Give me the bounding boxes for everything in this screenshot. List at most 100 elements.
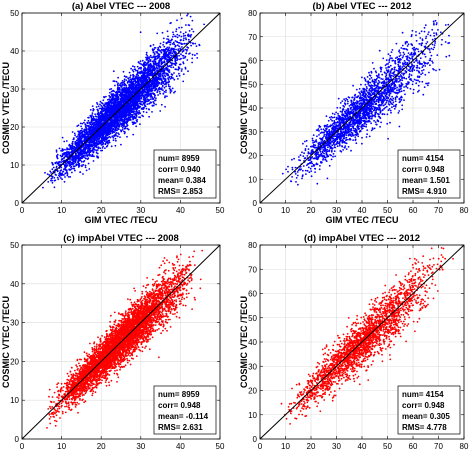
scatter-point xyxy=(103,120,105,122)
scatter-point xyxy=(137,111,139,114)
scatter-point xyxy=(174,40,177,42)
scatter-point xyxy=(84,128,87,131)
scatter-point xyxy=(166,46,169,49)
scatter-point xyxy=(84,138,87,141)
scatter-point xyxy=(115,116,118,118)
scatter-point xyxy=(132,74,135,77)
scatter-point xyxy=(119,91,121,93)
scatter-point xyxy=(114,91,117,94)
scatter-point xyxy=(61,148,64,150)
scatter-point xyxy=(138,81,140,84)
scatter-point xyxy=(145,51,148,54)
scatter-point xyxy=(118,133,120,136)
x-tick-label: 30 xyxy=(136,206,145,215)
scatter-point xyxy=(71,140,74,143)
scatter-point xyxy=(115,127,118,129)
scatter-point xyxy=(117,128,119,131)
scatter-point xyxy=(113,135,116,138)
scatter-point xyxy=(113,115,116,118)
scatter-point xyxy=(149,59,152,61)
scatter-point xyxy=(174,58,177,60)
scatter-point xyxy=(170,66,173,69)
scatter-point xyxy=(116,92,119,94)
scatter-point xyxy=(122,70,125,73)
scatter-point xyxy=(168,69,171,71)
scatter-point xyxy=(89,137,92,140)
stats-line: RMS= 2.853 xyxy=(158,187,203,196)
scatter-point xyxy=(147,86,149,89)
scatter-point xyxy=(154,83,157,85)
scatter-point xyxy=(55,165,58,168)
scatter-point xyxy=(97,105,100,108)
scatter-point xyxy=(54,173,57,176)
scatter-point xyxy=(164,80,167,82)
scatter-point xyxy=(101,102,104,105)
scatter-point xyxy=(166,69,169,72)
scatter-point xyxy=(164,72,167,74)
scatter-point xyxy=(182,3,184,5)
scatter-point xyxy=(114,97,117,100)
scatter-point xyxy=(151,48,154,51)
scatter-point xyxy=(194,54,196,57)
scatter-point xyxy=(107,111,109,113)
scatter-point xyxy=(98,141,101,144)
scatter-point xyxy=(141,100,144,103)
scatter-point xyxy=(126,82,129,84)
scatter-point xyxy=(157,53,160,56)
scatter-point xyxy=(165,42,168,45)
scatter-point xyxy=(139,102,142,105)
scatter-point xyxy=(97,109,99,112)
scatter-point xyxy=(140,79,143,82)
scatter-point xyxy=(164,96,166,99)
scatter-point xyxy=(70,168,73,170)
scatter-point xyxy=(144,86,146,88)
scatter-point xyxy=(74,152,77,155)
scatter-point xyxy=(185,42,188,45)
scatter-point xyxy=(97,126,100,129)
scatter-point xyxy=(75,136,78,138)
scatter-point xyxy=(173,62,176,65)
scatter-point xyxy=(115,125,117,127)
scatter-point xyxy=(178,67,181,70)
scatter-point xyxy=(89,143,91,145)
scatter-point xyxy=(159,42,162,45)
scatter-point xyxy=(135,107,138,109)
scatter-point xyxy=(144,64,146,67)
scatter-point xyxy=(157,69,159,71)
scatter-point xyxy=(102,131,105,134)
scatter-point xyxy=(168,85,170,88)
scatter-point xyxy=(133,66,136,68)
scatter-point xyxy=(106,113,109,116)
scatter-point xyxy=(114,101,117,104)
scatter-point xyxy=(120,101,123,103)
scatter-point xyxy=(168,56,171,58)
scatter-point xyxy=(182,39,185,42)
scatter-point xyxy=(82,155,85,158)
scatter-point xyxy=(100,141,103,144)
scatter-point xyxy=(157,94,160,96)
scatter-point xyxy=(72,150,75,153)
scatter-point xyxy=(195,45,198,47)
scatter-point xyxy=(109,88,111,91)
scatter-point xyxy=(87,162,90,165)
scatter-point xyxy=(113,90,115,93)
scatter-point xyxy=(131,108,134,110)
scatter-point xyxy=(68,143,71,146)
scatter-point xyxy=(132,133,135,136)
scatter-point xyxy=(128,80,131,83)
scatter-point xyxy=(81,152,84,155)
scatter-point xyxy=(149,70,152,73)
scatter-point xyxy=(182,50,185,52)
scatter-point xyxy=(123,78,126,81)
scatter-point xyxy=(160,70,163,73)
scatter-point xyxy=(132,84,135,86)
scatter-point xyxy=(108,133,111,136)
scatter-point xyxy=(175,68,178,71)
scatter-point xyxy=(128,95,131,98)
scatter-point xyxy=(189,41,192,44)
scatter-point xyxy=(102,99,105,102)
scatter-point xyxy=(91,105,94,107)
scatter-point xyxy=(153,59,156,62)
scatter-point xyxy=(83,152,86,155)
scatter-point xyxy=(56,176,59,179)
